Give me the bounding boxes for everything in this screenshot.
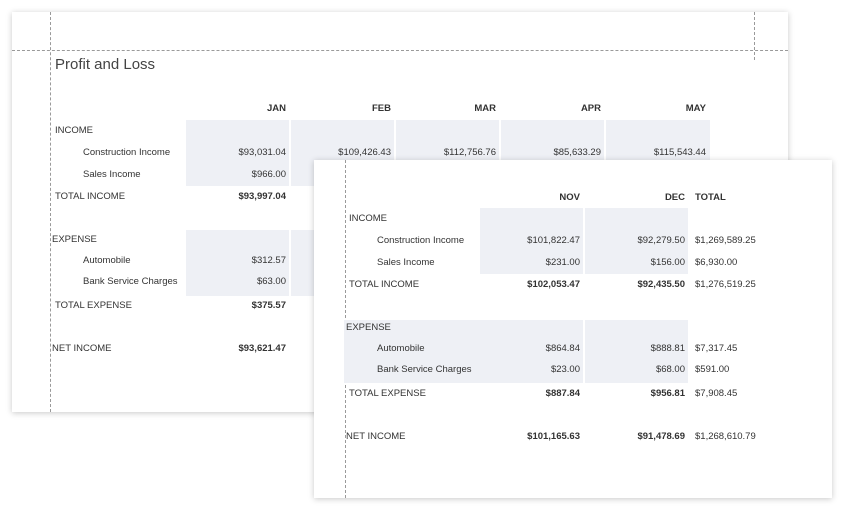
cell-value: $7,317.45 bbox=[695, 343, 738, 354]
cell-value: $93,997.04 bbox=[238, 191, 286, 202]
column-header-dec: DEC bbox=[664, 192, 685, 203]
section-label-income: INCOME bbox=[55, 125, 93, 136]
column-header-jan: JAN bbox=[266, 103, 286, 114]
cell-value: $864.84 bbox=[545, 343, 580, 354]
page-guide-line bbox=[50, 12, 51, 412]
cell-value: $92,435.50 bbox=[637, 279, 685, 290]
cell-shade bbox=[585, 208, 688, 274]
row-label-total-income: TOTAL INCOME bbox=[55, 191, 126, 202]
page-guide-line bbox=[754, 12, 755, 60]
cell-value: $112,756.76 bbox=[443, 147, 496, 158]
row-label-sales-income: Sales Income bbox=[377, 257, 435, 268]
cell-value: $375.57 bbox=[251, 300, 286, 311]
section-label-expense: EXPENSE bbox=[52, 234, 97, 245]
cell-value: $91,478.69 bbox=[637, 431, 685, 442]
row-label-automobile: Automobile bbox=[83, 255, 131, 266]
cell-value: $93,621.47 bbox=[238, 343, 286, 354]
row-label-net-income: NET INCOME bbox=[52, 343, 112, 354]
cell-value: $23.00 bbox=[550, 364, 580, 375]
column-header-total: TOTAL bbox=[695, 192, 726, 203]
row-label-total-expense: TOTAL EXPENSE bbox=[55, 300, 132, 311]
cell-value: $1,269,589.25 bbox=[695, 235, 756, 246]
cell-value: $85,633.29 bbox=[553, 147, 601, 158]
cell-value: $591.00 bbox=[695, 364, 730, 375]
row-label-construction-income: Construction Income bbox=[83, 147, 171, 158]
column-header-nov: NOV bbox=[559, 192, 580, 203]
cell-value: $115,543.44 bbox=[653, 147, 706, 158]
cell-value: $887.84 bbox=[545, 388, 580, 399]
cell-value: $956.81 bbox=[650, 388, 685, 399]
column-header-may: MAY bbox=[685, 103, 706, 114]
cell-shade bbox=[344, 320, 583, 383]
cell-value: $1,276,519.25 bbox=[695, 279, 756, 290]
cell-shade bbox=[585, 320, 688, 383]
cell-value: $1,268,610.79 bbox=[695, 431, 756, 442]
cell-shade bbox=[186, 120, 289, 186]
row-label-sales-income: Sales Income bbox=[83, 169, 141, 180]
cell-value: $101,165.63 bbox=[527, 431, 580, 442]
row-label-net-income: NET INCOME bbox=[346, 431, 406, 442]
row-label-total-expense: TOTAL EXPENSE bbox=[349, 388, 426, 399]
cell-value: $102,053.47 bbox=[527, 279, 580, 290]
cell-value: $966.00 bbox=[251, 169, 286, 180]
row-label-automobile: Automobile bbox=[377, 343, 425, 354]
cell-value: $93,031.04 bbox=[238, 147, 286, 158]
cell-shade bbox=[186, 230, 289, 296]
section-label-income: INCOME bbox=[349, 213, 387, 224]
cell-value: $6,930.00 bbox=[695, 257, 738, 268]
cell-value: $68.00 bbox=[655, 364, 685, 375]
cell-value: $312.57 bbox=[251, 255, 286, 266]
row-label-construction-income: Construction Income bbox=[377, 235, 465, 246]
report-title: Profit and Loss bbox=[55, 56, 156, 73]
cell-shade bbox=[480, 208, 583, 274]
cell-value: $156.00 bbox=[650, 257, 685, 268]
cell-value: $231.00 bbox=[545, 257, 580, 268]
row-label-bank-service-charges: Bank Service Charges bbox=[83, 276, 178, 287]
row-label-bank-service-charges: Bank Service Charges bbox=[377, 364, 472, 375]
column-header-feb: FEB bbox=[372, 103, 391, 114]
page-guide-line bbox=[12, 50, 788, 51]
cell-value: $888.81 bbox=[650, 343, 685, 354]
cell-value: $101,822.47 bbox=[527, 235, 580, 246]
section-label-expense: EXPENSE bbox=[346, 322, 391, 333]
cell-value: $63.00 bbox=[256, 276, 286, 287]
column-header-mar: MAR bbox=[474, 103, 496, 114]
cell-value: $92,279.50 bbox=[637, 235, 685, 246]
cell-value: $109,426.43 bbox=[338, 147, 391, 158]
cell-value: $7,908.45 bbox=[695, 388, 738, 399]
row-label-total-income: TOTAL INCOME bbox=[349, 279, 420, 290]
column-header-apr: APR bbox=[580, 103, 601, 114]
report-page-2: NOV DEC TOTAL INCOME Construction Income… bbox=[314, 160, 832, 498]
